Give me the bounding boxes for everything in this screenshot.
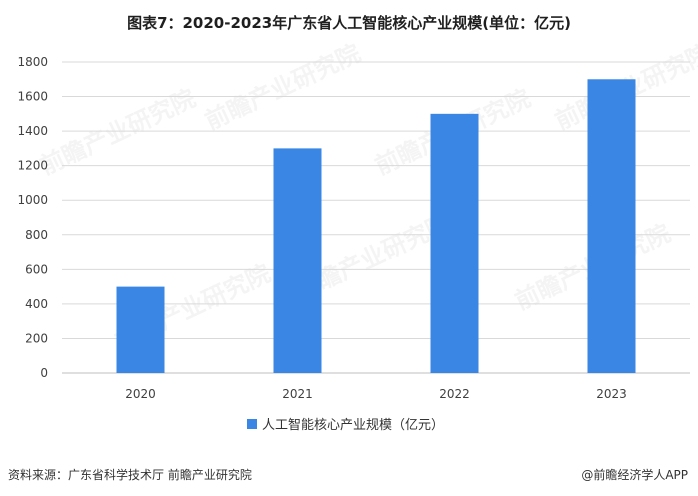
y-tick-label: 600 xyxy=(25,262,48,276)
legend: 人工智能核心产业规模（亿元） xyxy=(247,418,444,433)
legend-swatch xyxy=(247,419,257,429)
bar-2022 xyxy=(430,113,479,373)
y-tick-label: 1600 xyxy=(17,90,48,104)
source-note: 资料来源：广东省科学技术厅 前瞻产业研究院 xyxy=(8,468,252,482)
bar-2020 xyxy=(116,286,165,373)
x-tick-label: 2022 xyxy=(439,387,470,401)
bar-2021 xyxy=(273,148,322,373)
x-tick-label: 2021 xyxy=(282,387,313,401)
x-axis-ticks: 2020 2021 2022 2023 xyxy=(125,387,627,401)
x-tick-label: 2020 xyxy=(125,387,156,401)
credit-note: @前瞻经济学人APP xyxy=(581,468,688,482)
y-tick-label: 1000 xyxy=(17,193,48,207)
bars xyxy=(116,79,636,374)
watermark-text: 前瞻产业研究院 xyxy=(201,39,365,135)
y-tick-label: 800 xyxy=(25,228,48,242)
chart-title: 图表7：2020-2023年广东省人工智能核心产业规模(单位：亿元) xyxy=(127,14,571,32)
y-tick-label: 0 xyxy=(40,366,48,380)
legend-label: 人工智能核心产业规模（亿元） xyxy=(262,418,444,433)
y-tick-label: 1800 xyxy=(17,55,48,69)
y-tick-label: 400 xyxy=(25,297,48,311)
y-tick-label: 1400 xyxy=(17,124,48,138)
grid-lines xyxy=(62,61,690,374)
y-tick-label: 1200 xyxy=(17,159,48,173)
x-tick-label: 2023 xyxy=(596,387,627,401)
y-axis-ticks: 0 200 400 600 800 1000 1200 1400 1600 1800 xyxy=(17,55,48,380)
bar-2023 xyxy=(587,79,636,374)
y-tick-label: 200 xyxy=(25,331,48,345)
